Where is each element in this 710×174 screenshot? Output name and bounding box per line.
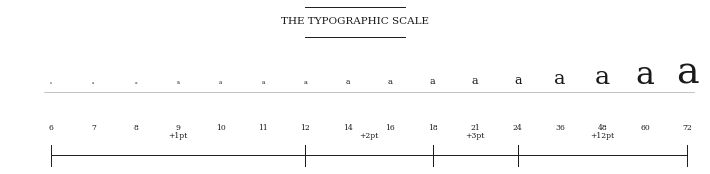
Text: 16: 16 — [386, 124, 395, 132]
Text: a: a — [635, 60, 655, 91]
Text: 21: 21 — [470, 124, 480, 132]
Text: 7: 7 — [91, 124, 96, 132]
Text: 8: 8 — [133, 124, 138, 132]
Text: 11: 11 — [258, 124, 268, 132]
Text: a: a — [92, 81, 94, 85]
Text: a: a — [430, 77, 436, 86]
Text: a: a — [472, 76, 479, 86]
Text: a: a — [595, 66, 610, 89]
Text: a: a — [514, 74, 521, 87]
Text: a: a — [134, 81, 137, 85]
Text: 10: 10 — [216, 124, 226, 132]
Text: +3pt: +3pt — [466, 132, 485, 140]
Text: a: a — [346, 78, 350, 86]
Text: THE TYPOGRAPHIC SCALE: THE TYPOGRAPHIC SCALE — [281, 17, 429, 26]
Text: 6: 6 — [48, 124, 53, 132]
Text: a: a — [304, 80, 307, 85]
Text: 60: 60 — [640, 124, 650, 132]
Text: 36: 36 — [555, 124, 565, 132]
Text: 72: 72 — [682, 124, 692, 132]
Text: 9: 9 — [176, 124, 180, 132]
Text: 18: 18 — [428, 124, 437, 132]
Text: a: a — [676, 56, 699, 92]
Text: a: a — [555, 70, 566, 88]
Text: +12pt: +12pt — [591, 132, 615, 140]
Text: 14: 14 — [343, 124, 353, 132]
Text: 48: 48 — [598, 124, 607, 132]
Text: a: a — [177, 80, 180, 85]
Text: a: a — [261, 80, 265, 85]
Text: a: a — [219, 80, 222, 85]
Text: 24: 24 — [513, 124, 523, 132]
Text: 12: 12 — [300, 124, 310, 132]
Text: a: a — [388, 78, 393, 86]
Text: +1pt: +1pt — [168, 132, 188, 140]
Text: a: a — [50, 81, 52, 85]
Text: +2pt: +2pt — [359, 132, 378, 140]
